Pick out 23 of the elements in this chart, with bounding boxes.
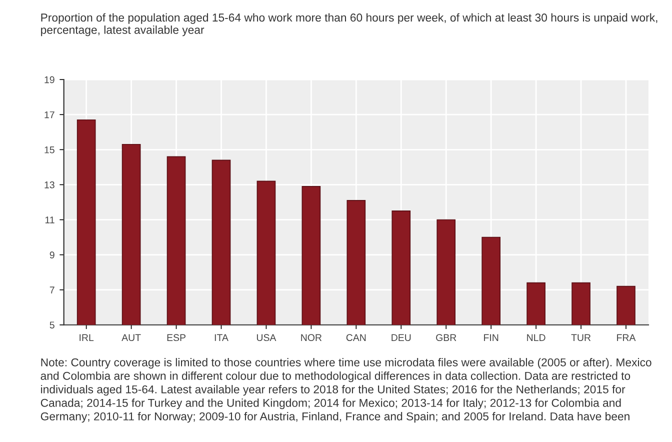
y-tick-label: 7 <box>50 286 54 294</box>
y-tick-label: 15 <box>44 146 54 154</box>
x-tick-label: AUT <box>122 334 141 342</box>
x-tick-label: DEU <box>392 334 411 342</box>
x-tick-label: ITA <box>214 334 228 341</box>
x-tick-label: USA <box>256 334 276 342</box>
text: Note: Country coverage is limited to those countries where time use microdata files were available (2005 or after). Mexico and Colombia are shown in different colour due to methodological differences in data collection. Data are restricted to individuals aged 15-64. Latest available year refers to 2018 for the United States; 2016 for the Netherlands; 2015 for Canada; 2014-15 for Turkey and the United Kingdom; 2014 for Mexico; 2013-14 for Italy; 2012-13 for Colombia and Germany; 2010-11 for Norway; 2009-10 for Austria, Finland, France and Spain; and 2005 for Ireland. Data have been <box>40 358 652 423</box>
chart-title: Proportion of the population aged 15-64 who work more than 60 hours per week, of which at least 30 hours is unpaid work, percentage, latest available year <box>41 13 658 36</box>
y-tick-label: 9 <box>50 252 54 258</box>
x-tick-label: NOR <box>301 334 322 342</box>
x-tick-label: FRA <box>617 334 636 341</box>
x-tick-label: ESP <box>167 334 186 342</box>
x-tick-label: TUR <box>571 334 591 342</box>
x-tick-label: IRL <box>80 334 94 341</box>
x-tick-label: CAN <box>346 334 366 342</box>
y-tick-label: 19 <box>44 76 54 84</box>
x-tick-label: GBR <box>436 334 456 342</box>
y-tick-label: 5 <box>50 322 54 328</box>
y-tick-label: 17 <box>44 111 54 118</box>
y-tick-label: 11 <box>45 216 54 224</box>
y-tick-label: 13 <box>44 181 54 188</box>
x-tick-label: NLD <box>527 334 546 341</box>
x-tick-label: FIN <box>484 334 498 341</box>
